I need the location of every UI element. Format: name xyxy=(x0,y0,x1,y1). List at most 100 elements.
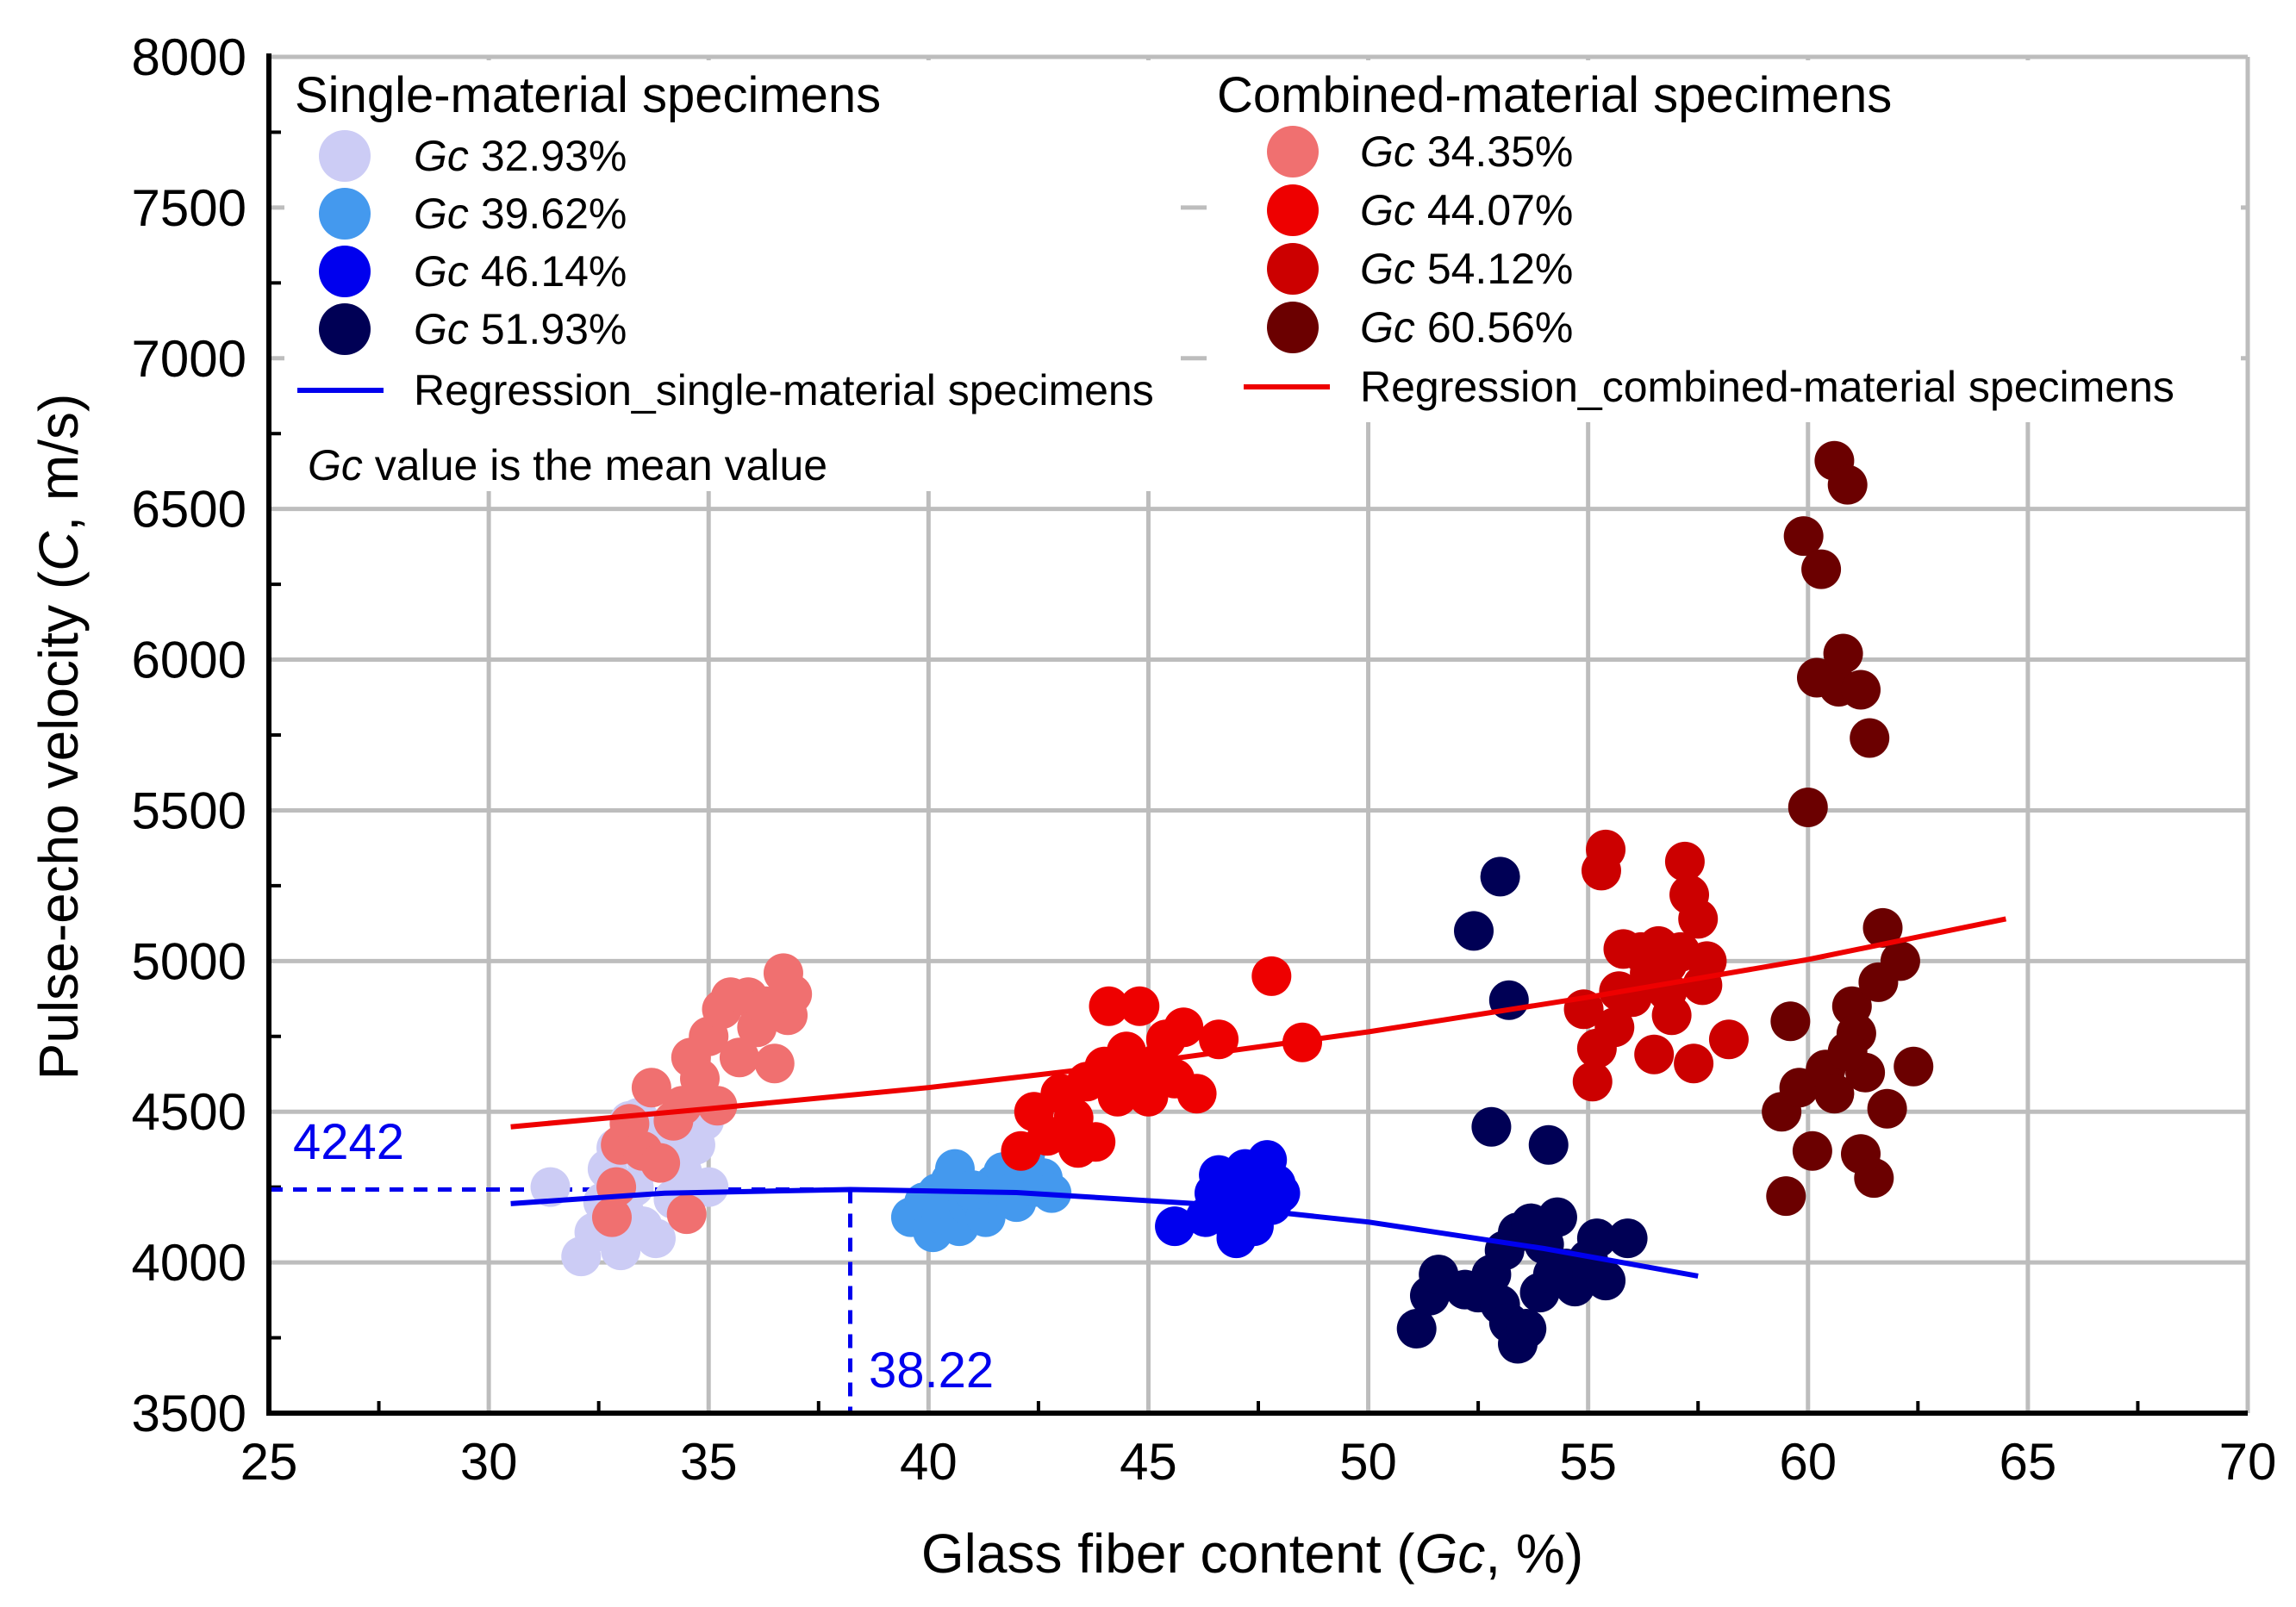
scatter-point-combined-7 xyxy=(1634,1034,1675,1074)
y-tick-label: 7000 xyxy=(132,330,246,388)
scatter-point-combined-5 xyxy=(772,974,813,1014)
legend: Single-material specimens Combined-mater… xyxy=(284,60,2241,491)
scatter-point-combined-5 xyxy=(754,1043,795,1084)
x-tick-label: 25 xyxy=(240,1433,298,1491)
scatter-point-single-3 xyxy=(1233,1206,1274,1247)
y-tick-label: 4500 xyxy=(132,1083,246,1141)
legend-marker-single-3 xyxy=(319,246,371,297)
legend-label-single-3: Gc 46.14% xyxy=(414,247,627,296)
x-tick-label: 30 xyxy=(460,1433,518,1491)
legend-marker-combined-1 xyxy=(1267,126,1319,178)
scatter-point-single-4 xyxy=(1586,1261,1626,1301)
scatter-point-combined-7 xyxy=(1594,1007,1635,1048)
y-tick-label: 6500 xyxy=(132,481,246,539)
legend-label-single-regression: Regression_single-material specimens xyxy=(414,366,1154,414)
scatter-point-combined-7 xyxy=(1664,841,1705,881)
scatter-point-combined-8 xyxy=(1792,1131,1832,1171)
scatter-point-combined-7 xyxy=(1572,1062,1613,1102)
legend-label-single-2: Gc 39.62% xyxy=(414,190,627,238)
peak-gc-label: 38.22 xyxy=(869,1342,994,1398)
scatter-point-combined-8 xyxy=(1783,516,1824,557)
y-tick-label: 8000 xyxy=(132,28,246,86)
scatter-point-single-4 xyxy=(1537,1197,1577,1237)
regression-lines xyxy=(510,916,2007,1279)
y-tick-label: 6000 xyxy=(132,632,246,689)
legend-background-single xyxy=(284,60,1181,491)
scatter-point-combined-8 xyxy=(1841,670,1881,710)
scatter-point-single-1 xyxy=(635,1218,676,1259)
scatter-point-combined-7 xyxy=(1647,971,1688,1012)
scatter-point-single-4 xyxy=(1507,1309,1547,1349)
legend-marker-combined-4 xyxy=(1267,302,1319,353)
scatter-point-combined-6 xyxy=(1176,1074,1217,1114)
legend-label-combined-1: Gc 34.35% xyxy=(1360,128,1573,176)
scatter-point-single-4 xyxy=(1454,911,1494,951)
scatter-point-single-4 xyxy=(1471,1106,1512,1147)
scatter-point-single-1 xyxy=(530,1167,571,1207)
peak-velocity-label: 4242 xyxy=(293,1114,404,1170)
y-tick-label: 3500 xyxy=(132,1385,246,1442)
tick-labels: 25 30 35 40 45 50 55 60 65 70 3500 4000 4500 5000 5500… xyxy=(132,28,2277,1491)
legend-marker-combined-3 xyxy=(1267,243,1319,295)
legend-label-combined-4: Gc 60.56% xyxy=(1360,303,1573,352)
regression-line-single xyxy=(510,1187,1699,1279)
scatter-point-single-4 xyxy=(1480,856,1520,897)
scatter-point-single-1 xyxy=(689,1167,729,1207)
scatter-point-combined-8 xyxy=(1850,718,1890,758)
y-tick-label: 5500 xyxy=(132,782,246,839)
scatter-point-combined-8 xyxy=(1814,1074,1855,1114)
scatter-point-combined-6 xyxy=(1120,986,1160,1026)
scatter-point-combined-8 xyxy=(1770,1001,1811,1042)
scatter-point-combined-8 xyxy=(1880,941,1920,981)
y-tick-label: 5000 xyxy=(132,932,246,990)
legend-marker-single-1 xyxy=(319,130,371,182)
y-tick-label: 7500 xyxy=(132,179,246,237)
scatter-point-combined-6 xyxy=(1164,1007,1204,1048)
x-tick-label: 70 xyxy=(2219,1433,2277,1491)
scatter-point-combined-7 xyxy=(1674,1043,1714,1084)
scatter-point-combined-8 xyxy=(1867,1088,1907,1129)
x-tick-label: 65 xyxy=(2000,1433,2057,1491)
x-tick-label: 45 xyxy=(1120,1433,1177,1491)
legend-heading-combined: Combined-material specimens xyxy=(1217,67,1892,123)
y-axis-title: Pulse-echo velocity (C, m/s) xyxy=(28,394,90,1081)
scatter-point-combined-8 xyxy=(1841,1134,1881,1174)
x-tick-label: 35 xyxy=(680,1433,738,1491)
scatter-point-combined-8 xyxy=(1827,1031,1868,1072)
scatter-point-combined-5 xyxy=(719,1037,759,1078)
scatter-point-single-3 xyxy=(1260,1173,1301,1213)
legend-label-combined-2: Gc 44.07% xyxy=(1360,186,1573,234)
scatter-point-combined-5 xyxy=(631,1068,671,1108)
scatter-point-single-4 xyxy=(1532,1255,1573,1295)
scatter-point-combined-8 xyxy=(1801,549,1842,589)
scatter-point-combined-5 xyxy=(666,1194,707,1235)
legend-label-combined-regression: Regression_combined-material specimens xyxy=(1360,363,2174,411)
scatter-point-combined-8 xyxy=(1788,787,1828,827)
scatter-point-combined-7 xyxy=(1586,829,1626,869)
scatter-point-combined-8 xyxy=(1862,907,1903,948)
legend-heading-single: Single-material specimens xyxy=(295,67,881,123)
scatter-point-single-3 xyxy=(1155,1206,1195,1247)
scatter-point-single-4 xyxy=(1396,1309,1437,1349)
legend-marker-single-4 xyxy=(319,303,371,355)
axes xyxy=(266,53,2248,1416)
legend-note: Gc value is the mean value xyxy=(308,441,827,489)
scatter-point-combined-8 xyxy=(1827,464,1868,505)
scatter-point-combined-7 xyxy=(1678,899,1719,939)
scatter-point-combined-5 xyxy=(640,1143,681,1183)
scatter-point-combined-7 xyxy=(1687,941,1727,981)
legend-background-combined xyxy=(1207,60,2241,422)
scatter-point-single-4 xyxy=(1576,1218,1617,1259)
regression-line-combined xyxy=(510,916,2007,1130)
scatter-point-combined-6 xyxy=(1076,1122,1116,1162)
x-tick-label: 55 xyxy=(1559,1433,1617,1491)
scatter-points xyxy=(530,440,1934,1364)
scatter-point-combined-8 xyxy=(1894,1046,1934,1087)
x-tick-label: 40 xyxy=(900,1433,958,1491)
legend-label-single-1: Gc 32.93% xyxy=(414,132,627,180)
scatter-point-combined-8 xyxy=(1823,633,1863,674)
scatter-point-combined-5 xyxy=(596,1167,637,1207)
legend-marker-single-2 xyxy=(319,188,371,240)
scatter-point-combined-8 xyxy=(1766,1176,1806,1217)
